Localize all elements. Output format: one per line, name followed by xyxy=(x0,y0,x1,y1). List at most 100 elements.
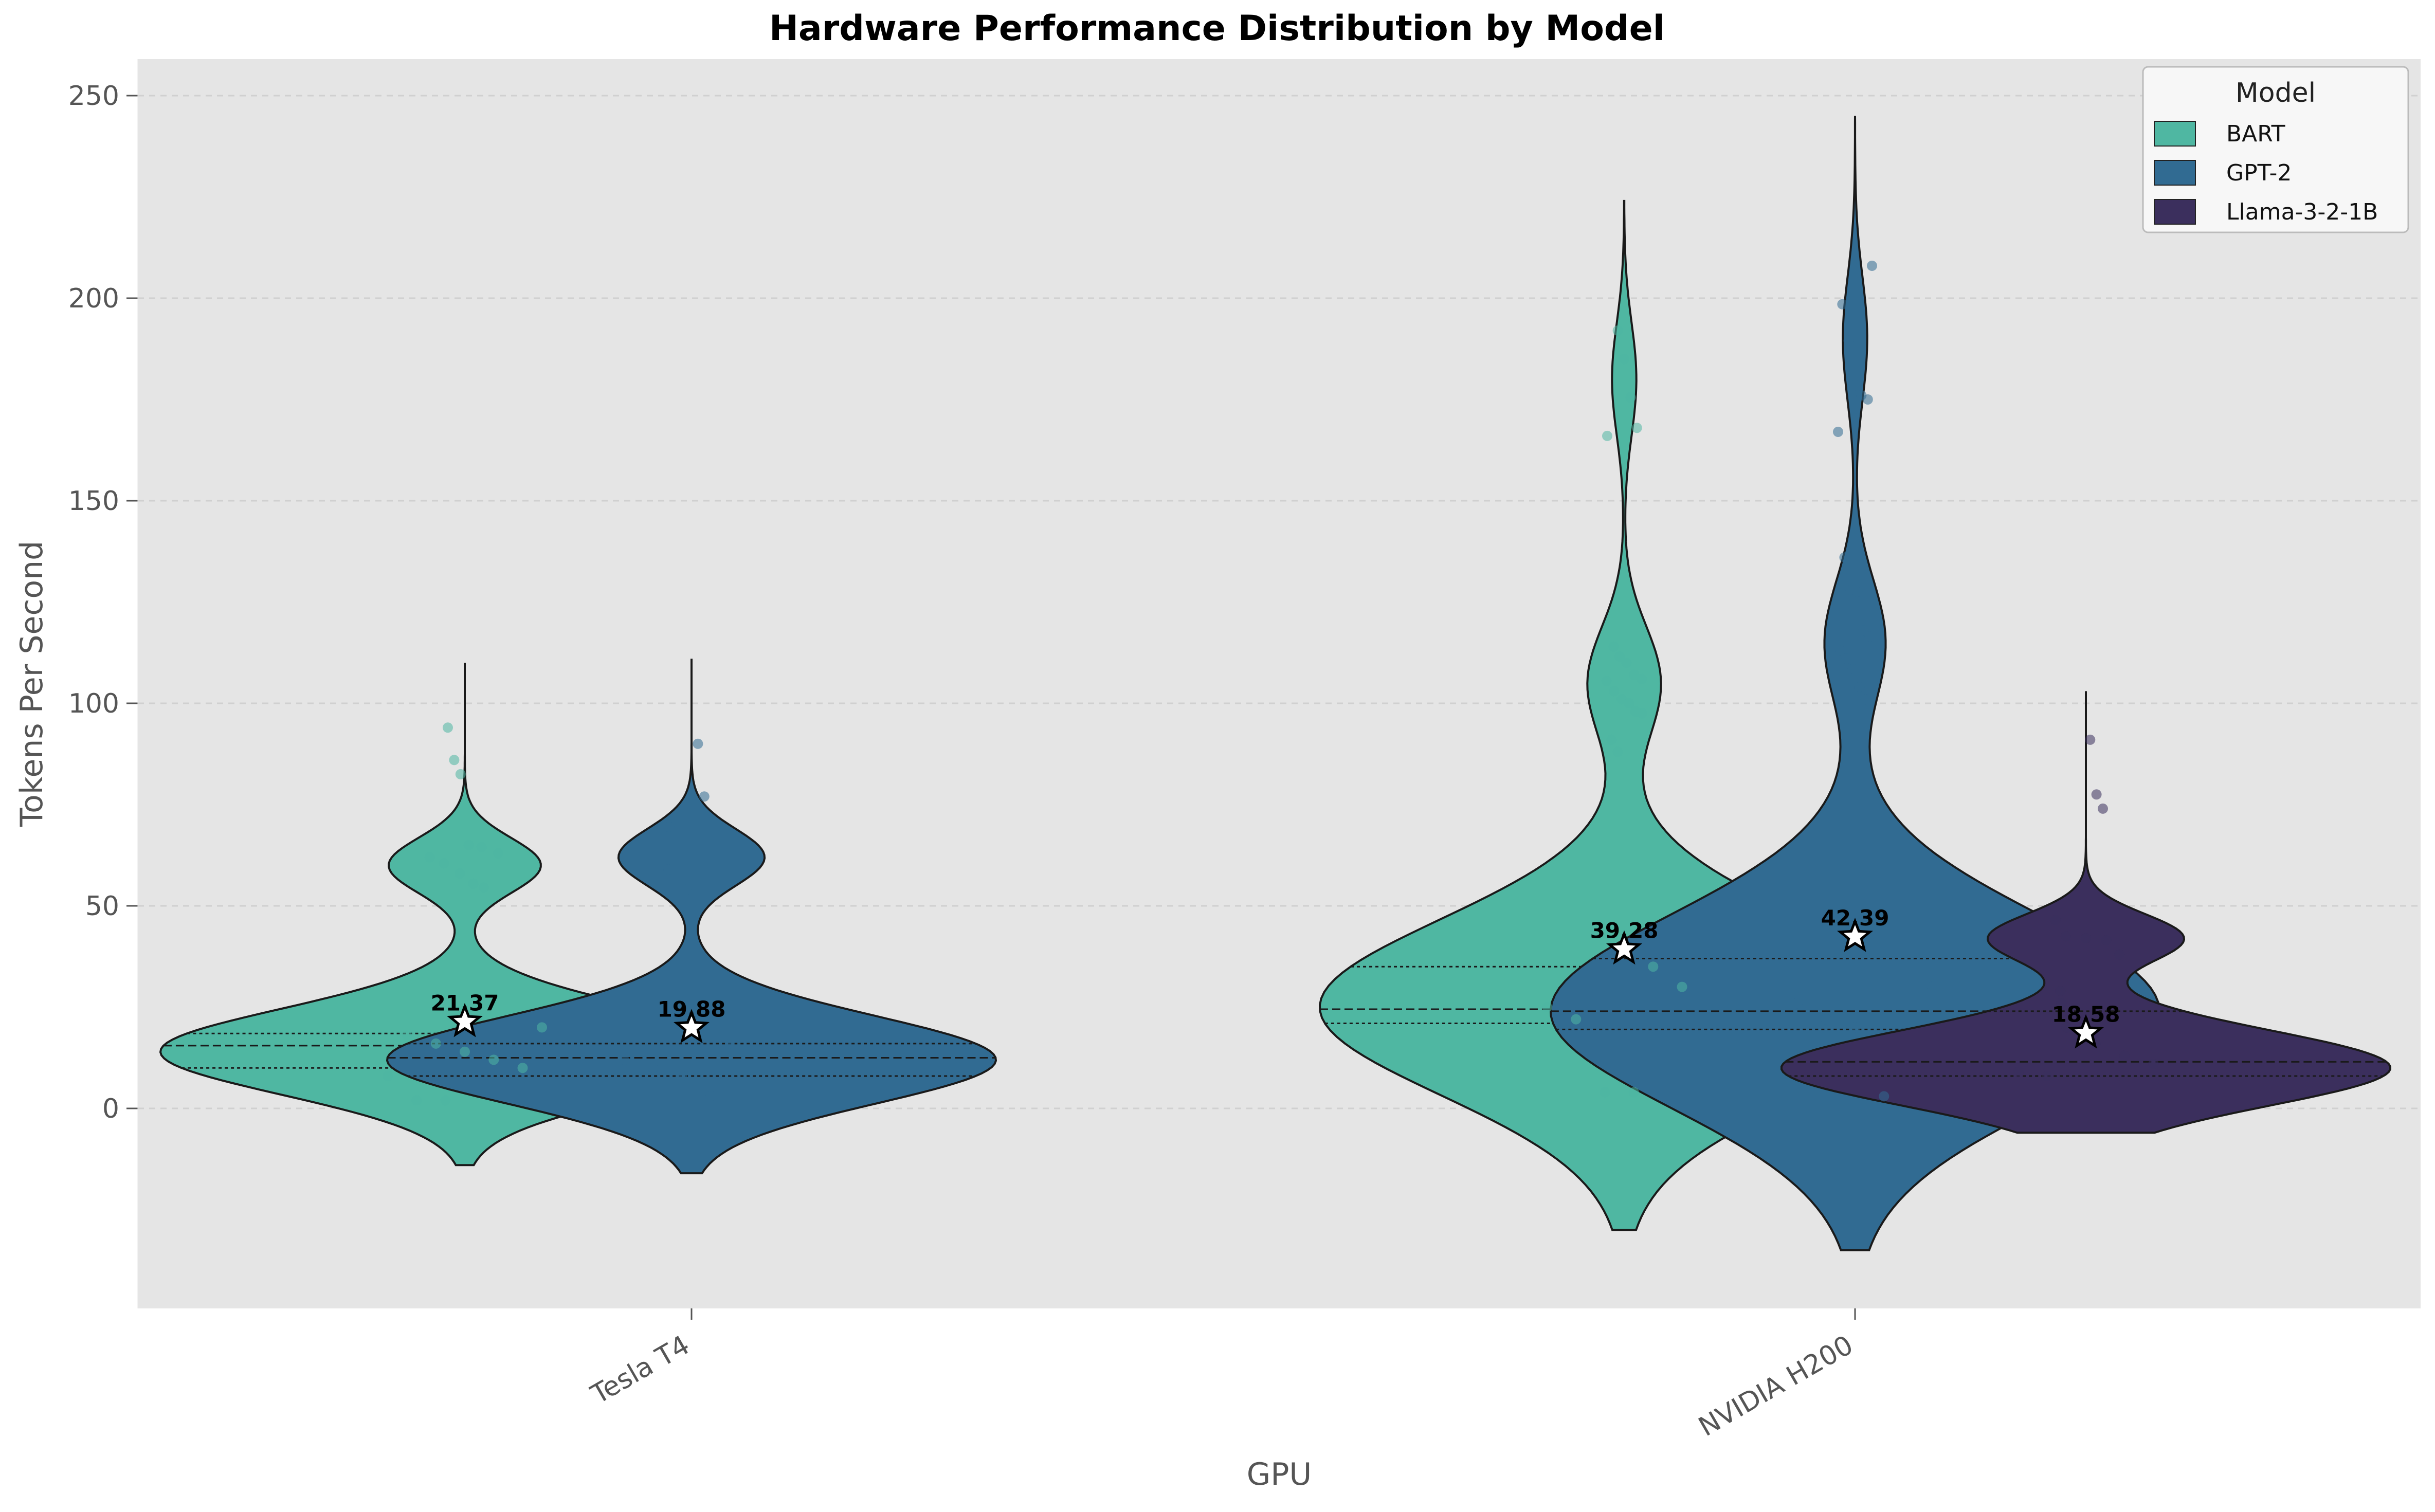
data-point xyxy=(693,738,703,749)
data-point xyxy=(2042,1071,2052,1081)
data-point xyxy=(677,1071,687,1081)
data-point xyxy=(2056,998,2067,1009)
data-point xyxy=(455,868,465,879)
data-point xyxy=(1624,698,1634,708)
data-point xyxy=(1852,587,1863,597)
mean-label: 21.37 xyxy=(431,991,499,1016)
data-point xyxy=(1631,423,1642,433)
data-point xyxy=(619,1054,629,1065)
mean-marker xyxy=(1837,918,1873,952)
data-point xyxy=(1839,552,1850,563)
y-tick-label: 100 xyxy=(68,688,119,719)
data-point xyxy=(455,769,466,779)
data-point xyxy=(443,722,453,733)
data-point xyxy=(1879,1091,1889,1102)
mean-marker xyxy=(446,1003,483,1037)
data-point xyxy=(1927,981,1937,992)
y-tick-label: 150 xyxy=(68,486,119,517)
data-point xyxy=(2148,1059,2159,1069)
data-point xyxy=(1600,1087,1610,1098)
data-point xyxy=(1867,261,1877,271)
data-point xyxy=(1625,392,1636,403)
data-point xyxy=(1850,380,1860,391)
data-point xyxy=(1612,746,1623,757)
data-point xyxy=(1860,694,1871,705)
legend-swatch-llama xyxy=(2154,199,2196,225)
legend-title: Model xyxy=(2236,78,2316,108)
violin-GPT-2-Tesla T4 xyxy=(386,659,997,1175)
data-point xyxy=(402,1030,412,1041)
mean-marker xyxy=(1606,930,1643,965)
mean-label: 19.88 xyxy=(658,996,726,1022)
legend-frame xyxy=(2142,66,2409,233)
data-point xyxy=(1677,981,1687,992)
y-tick-label: 50 xyxy=(85,891,119,922)
mean-marker xyxy=(2067,1014,2104,1049)
y-tick-label: 0 xyxy=(102,1094,119,1124)
data-point xyxy=(1841,653,1852,664)
data-point xyxy=(1858,625,1869,636)
data-point xyxy=(478,882,489,893)
data-point xyxy=(705,1091,716,1102)
data-point xyxy=(411,1095,422,1106)
data-point xyxy=(681,884,692,895)
data-point xyxy=(493,848,503,859)
data-point xyxy=(439,858,449,869)
legend-label-llama: Llama-3-2-1B xyxy=(2226,199,2378,225)
legend-label-gpt2: GPT-2 xyxy=(2226,160,2292,186)
data-point xyxy=(2098,803,2108,814)
data-point xyxy=(663,864,674,875)
data-point xyxy=(2085,734,2096,745)
data-point xyxy=(1847,664,1858,674)
data-point xyxy=(1542,1002,1552,1012)
data-point xyxy=(424,852,435,863)
data-point xyxy=(476,842,487,852)
data-point xyxy=(2091,789,2102,800)
data-point xyxy=(1854,682,1865,693)
data-point xyxy=(1835,645,1846,656)
data-point xyxy=(1619,354,1629,365)
mean-marker xyxy=(674,1009,710,1044)
data-point xyxy=(664,822,675,832)
data-point xyxy=(537,1022,547,1033)
data-point xyxy=(1629,669,1640,680)
means: 21.37 19.88 39.28 42.39 18.58 xyxy=(431,905,2120,1049)
data-point xyxy=(2114,949,2125,960)
data-point xyxy=(1614,651,1625,662)
violin-GPT-2-NVIDIA H200 xyxy=(1549,116,2161,1251)
data-point xyxy=(2081,933,2091,943)
chart-title: Hardware Performance Distribution by Mod… xyxy=(769,8,1665,49)
data-point xyxy=(2055,986,2066,996)
data-point xyxy=(2061,1022,2072,1033)
data-point xyxy=(1628,1087,1639,1098)
data-point xyxy=(2013,1067,2024,1078)
legend-swatch-gpt2 xyxy=(2154,160,2196,186)
data-point xyxy=(449,755,460,766)
legend-swatch-bart xyxy=(2154,121,2196,147)
data-point xyxy=(648,1063,658,1073)
data-point xyxy=(517,1063,528,1073)
data-point xyxy=(1792,998,1803,1009)
data-point xyxy=(1609,686,1620,697)
data-point xyxy=(468,878,479,889)
data-point xyxy=(1602,430,1612,441)
legend-label-bart: BART xyxy=(2226,121,2285,147)
data-point xyxy=(1837,299,1848,309)
y-axis-label: Tokens Per Second xyxy=(14,541,50,828)
data-point xyxy=(440,1095,451,1106)
mean-label: 18.58 xyxy=(2052,1002,2120,1027)
data-point xyxy=(2050,915,2061,925)
mean-label: 42.39 xyxy=(1821,905,1889,931)
data-point xyxy=(1612,325,1623,336)
data-point xyxy=(1850,1022,1860,1033)
data-point xyxy=(1606,734,1617,745)
data-point xyxy=(699,791,710,802)
data-point xyxy=(1637,708,1647,719)
data-point xyxy=(1862,394,1873,405)
data-point xyxy=(1621,658,1632,668)
data-point xyxy=(430,1038,441,1049)
data-point xyxy=(1637,673,1647,684)
data-point xyxy=(1571,1014,1582,1025)
data-point xyxy=(463,840,474,850)
